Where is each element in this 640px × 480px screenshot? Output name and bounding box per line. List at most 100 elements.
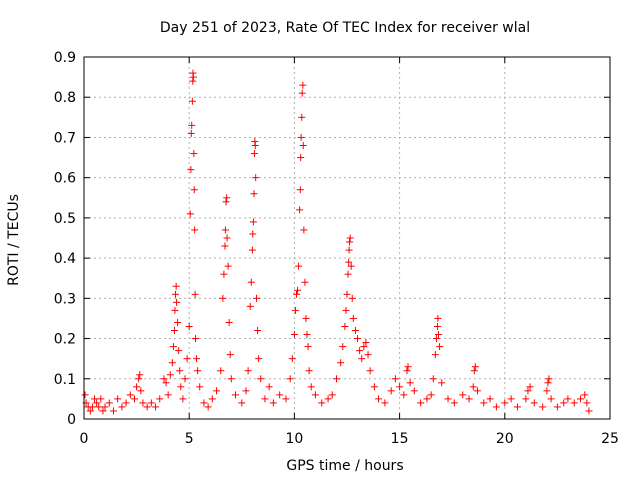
data-point [91, 395, 99, 403]
data-point [303, 331, 311, 339]
data-point [570, 399, 578, 407]
data-point [247, 278, 255, 286]
data-point [522, 395, 530, 403]
data-point [160, 375, 168, 383]
data-point [288, 355, 296, 363]
data-point [143, 403, 151, 411]
data-point [188, 121, 196, 129]
data-point [95, 403, 103, 411]
data-point [297, 133, 305, 141]
data-point [231, 391, 239, 399]
data-point [244, 367, 252, 375]
data-point [291, 306, 299, 314]
data-point [400, 391, 408, 399]
data-point [432, 335, 440, 343]
data-point [109, 407, 117, 415]
data-point [433, 322, 441, 330]
data-point [221, 242, 229, 250]
data-point [553, 403, 561, 411]
y-tick-labels: 0 0.1 0.2 0.3 0.4 0.5 0.6 0.7 0.8 0.9 [54, 50, 76, 428]
data-point [226, 351, 234, 359]
data-point [170, 327, 178, 335]
data-point [224, 262, 232, 270]
data-point [473, 387, 481, 395]
data-point [99, 407, 107, 415]
data-point [545, 375, 553, 383]
data-point [242, 387, 250, 395]
x-tick-label: 5 [185, 431, 194, 447]
data-point [101, 403, 109, 411]
data-point [524, 387, 532, 395]
data-point [351, 327, 359, 335]
data-point [227, 375, 235, 383]
data-point [189, 73, 197, 81]
data-point [171, 306, 179, 314]
data-point [93, 399, 101, 407]
data-point [250, 150, 258, 158]
data-point [450, 399, 458, 407]
x-tick-label: 0 [80, 431, 89, 447]
y-tick-label: 0.2 [54, 332, 76, 348]
data-point [375, 395, 383, 403]
data-point [191, 290, 199, 298]
data-point [196, 383, 204, 391]
y-tick-label: 0.4 [54, 251, 76, 267]
data-point [583, 399, 591, 407]
data-point [366, 367, 374, 375]
data-point [126, 391, 134, 399]
data-point [465, 395, 473, 403]
data-point [248, 246, 256, 254]
data-point [403, 367, 411, 375]
data-point [354, 335, 362, 343]
data-point [265, 383, 273, 391]
data-point [246, 302, 254, 310]
data-point [188, 97, 196, 105]
data-point [391, 375, 399, 383]
data-point [250, 190, 258, 198]
data-point [362, 339, 370, 347]
data-point [220, 270, 228, 278]
data-point [346, 238, 354, 246]
data-point [187, 166, 195, 174]
data-point [438, 379, 446, 387]
data-point [427, 391, 435, 399]
data-point [299, 141, 307, 149]
data-point [88, 403, 96, 411]
data-point [547, 395, 555, 403]
data-point [181, 375, 189, 383]
data-point [564, 395, 572, 403]
data-point [185, 322, 193, 330]
data-point [187, 129, 195, 137]
data-point [296, 186, 304, 194]
data-point [200, 399, 208, 407]
data-point [223, 194, 231, 202]
data-point [294, 286, 302, 294]
data-point [301, 278, 309, 286]
data-point [370, 383, 378, 391]
data-point [147, 399, 155, 407]
data-point [176, 367, 184, 375]
data-point [208, 395, 216, 403]
data-point [293, 290, 301, 298]
data-point [219, 294, 227, 302]
y-tick-label: 0.1 [54, 372, 76, 388]
data-point [189, 77, 197, 85]
data-point [406, 379, 414, 387]
data-point [332, 375, 340, 383]
chart-title: Day 251 of 2023, Rate Of TEC Index for r… [160, 20, 530, 36]
data-point [290, 331, 298, 339]
data-point [300, 226, 308, 234]
data-point [194, 367, 202, 375]
data-point [179, 395, 187, 403]
data-point [364, 351, 372, 359]
data-point [122, 399, 130, 407]
plot-frame [83, 56, 611, 420]
data-point [343, 290, 351, 298]
data-point [223, 234, 231, 242]
data-point [435, 331, 443, 339]
data-point [173, 298, 181, 306]
data-point [346, 234, 354, 242]
data-point [358, 355, 366, 363]
y-tick-label: 0.7 [54, 130, 76, 146]
